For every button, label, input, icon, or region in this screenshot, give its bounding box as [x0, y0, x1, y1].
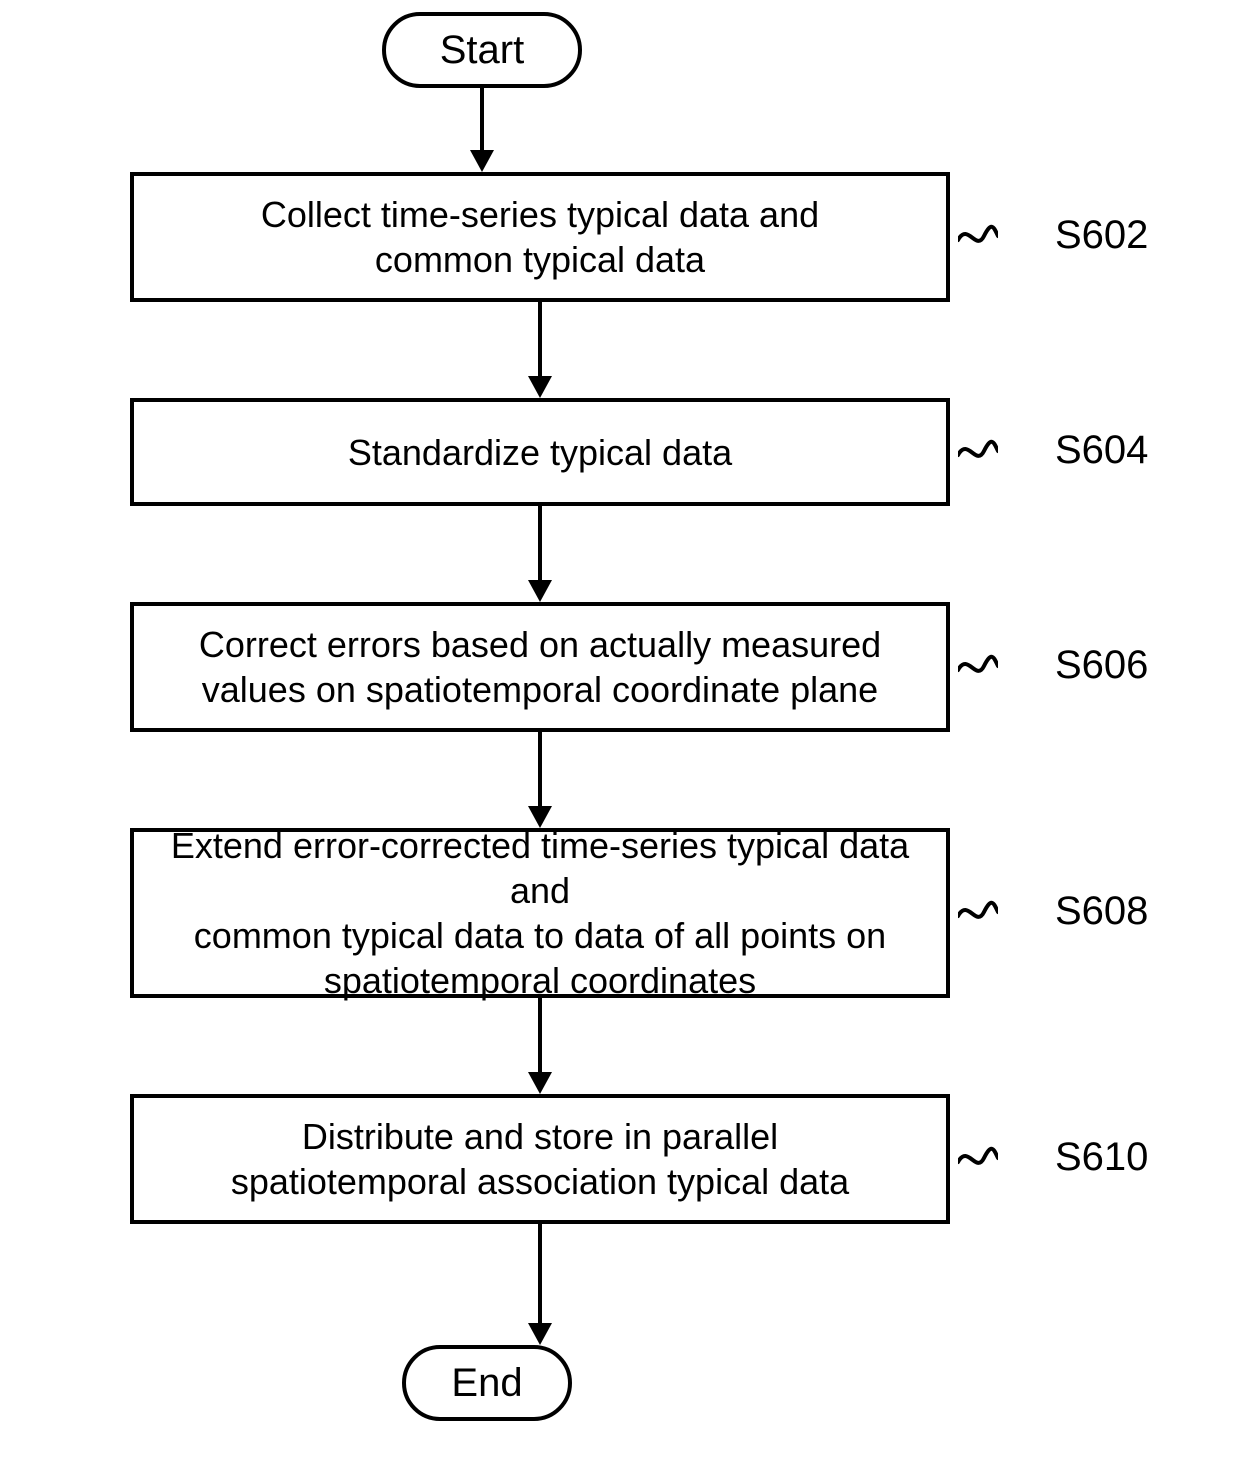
edge-n2-n3 — [538, 506, 542, 580]
label-connector — [958, 652, 998, 682]
node-text: Collect time-series typical data andcomm… — [261, 192, 819, 282]
label-connector — [958, 1144, 998, 1174]
arrowhead — [528, 1323, 552, 1345]
step-label-S608: S608 — [1055, 889, 1148, 934]
node-n4: Extend error-corrected time-series typic… — [130, 828, 950, 998]
arrowhead — [528, 376, 552, 398]
edge-n5-end — [538, 1224, 542, 1323]
step-label-S604: S604 — [1055, 428, 1148, 473]
arrowhead — [528, 580, 552, 602]
edge-n3-n4 — [538, 732, 542, 806]
node-text: Correct errors based on actually measure… — [199, 622, 881, 712]
edge-n4-n5 — [538, 998, 542, 1072]
node-text: Start — [440, 28, 524, 73]
node-text: Distribute and store in parallelspatiote… — [231, 1114, 849, 1204]
node-text: End — [451, 1361, 522, 1406]
step-label-S610: S610 — [1055, 1135, 1148, 1180]
node-end: End — [402, 1345, 572, 1421]
node-n1: Collect time-series typical data andcomm… — [130, 172, 950, 302]
edge-start-n1 — [480, 88, 484, 150]
flowchart-canvas: Start Collect time-series typical data an… — [0, 0, 1240, 1481]
node-start: Start — [382, 12, 582, 88]
label-connector — [958, 898, 998, 928]
arrowhead — [528, 806, 552, 828]
arrowhead — [470, 150, 494, 172]
arrowhead — [528, 1072, 552, 1094]
label-connector — [958, 437, 998, 467]
step-label-S606: S606 — [1055, 643, 1148, 688]
node-n3: Correct errors based on actually measure… — [130, 602, 950, 732]
node-text: Standardize typical data — [348, 430, 732, 475]
step-label-S602: S602 — [1055, 213, 1148, 258]
label-connector — [958, 222, 998, 252]
node-text: Extend error-corrected time-series typic… — [154, 823, 926, 1003]
edge-n1-n2 — [538, 302, 542, 376]
node-n2: Standardize typical data — [130, 398, 950, 506]
node-n5: Distribute and store in parallelspatiote… — [130, 1094, 950, 1224]
